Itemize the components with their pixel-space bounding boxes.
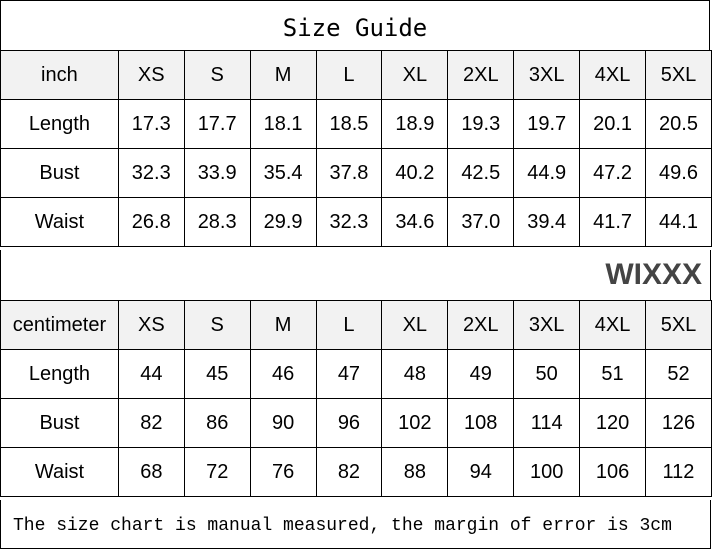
measure-value: 28.3 bbox=[183, 197, 251, 247]
spacer-row bbox=[0, 250, 711, 300]
size-header: 4XL bbox=[579, 300, 646, 350]
measure-value: 39.4 bbox=[513, 197, 581, 247]
measure-value: 44 bbox=[117, 349, 185, 399]
measure-value: 126 bbox=[645, 398, 712, 448]
size-header: XS bbox=[117, 300, 185, 350]
measure-value: 37.0 bbox=[447, 197, 515, 247]
measure-value: 29.9 bbox=[249, 197, 317, 247]
measure-value: 86 bbox=[183, 398, 251, 448]
measure-value: 48 bbox=[381, 349, 449, 399]
size-header: M bbox=[249, 50, 317, 100]
size-header: XL bbox=[381, 50, 449, 100]
size-header: M bbox=[249, 300, 317, 350]
measure-value: 44.1 bbox=[645, 197, 712, 247]
table-row: Bust 32.3 33.9 35.4 37.8 40.2 42.5 44.9 47.2 49.6 bbox=[0, 148, 712, 198]
table-row: Waist 68 72 76 82 88 94 100 106 112 bbox=[0, 447, 712, 497]
table-row: Bust 82 86 90 96 102 108 114 120 126 bbox=[0, 398, 712, 448]
unit-label: centimeter bbox=[0, 300, 119, 350]
measure-value: 34.6 bbox=[381, 197, 449, 247]
measure-label: Bust bbox=[0, 148, 119, 198]
size-header: 5XL bbox=[645, 50, 712, 100]
measure-value: 51 bbox=[579, 349, 646, 399]
measure-value: 100 bbox=[513, 447, 581, 497]
size-header: 2XL bbox=[447, 50, 515, 100]
header-row: inch XS S M L XL 2XL 3XL 4XL 5XL bbox=[0, 50, 712, 100]
measure-value: 40.2 bbox=[381, 148, 449, 198]
measure-label: Bust bbox=[0, 398, 119, 448]
measure-label: Length bbox=[0, 349, 119, 399]
measure-value: 18.1 bbox=[249, 99, 317, 149]
measure-label: Waist bbox=[0, 447, 119, 497]
measure-label: Length bbox=[0, 99, 119, 149]
measure-value: 68 bbox=[117, 447, 185, 497]
measure-value: 82 bbox=[315, 447, 383, 497]
table-row: Length 17.3 17.7 18.1 18.5 18.9 19.3 19.7 20.1 20… bbox=[0, 99, 712, 149]
measure-value: 76 bbox=[249, 447, 317, 497]
measure-value: 47 bbox=[315, 349, 383, 399]
measure-value: 33.9 bbox=[183, 148, 251, 198]
measure-value: 17.7 bbox=[183, 99, 251, 149]
measure-value: 41.7 bbox=[579, 197, 647, 247]
measure-value: 46 bbox=[249, 349, 317, 399]
header-row: centimeter XS S M L XL 2XL 3XL 4XL 5XL bbox=[0, 300, 712, 350]
size-header: S bbox=[183, 300, 251, 350]
size-header: XS bbox=[117, 50, 185, 100]
measure-value: 45 bbox=[183, 349, 251, 399]
measure-value: 47.2 bbox=[579, 148, 647, 198]
measure-value: 49.6 bbox=[645, 148, 712, 198]
size-header: 3XL bbox=[513, 50, 581, 100]
table-row: Waist 26.8 28.3 29.9 32.3 34.6 37.0 39.4 41.7 44.… bbox=[0, 197, 712, 247]
size-header: L bbox=[315, 50, 383, 100]
measure-value: 20.1 bbox=[579, 99, 647, 149]
measure-value: 52 bbox=[645, 349, 712, 399]
measure-value: 32.3 bbox=[117, 148, 185, 198]
measure-value: 72 bbox=[183, 447, 251, 497]
measure-value: 49 bbox=[447, 349, 515, 399]
measure-value: 18.9 bbox=[381, 99, 449, 149]
measure-value: 114 bbox=[513, 398, 581, 448]
size-header: S bbox=[183, 50, 251, 100]
size-header: L bbox=[315, 300, 383, 350]
measure-value: 37.8 bbox=[315, 148, 383, 198]
measure-value: 94 bbox=[447, 447, 515, 497]
page-title: Size Guide bbox=[0, 0, 710, 50]
size-header: 3XL bbox=[513, 300, 581, 350]
measure-value: 102 bbox=[381, 398, 449, 448]
measure-value: 35.4 bbox=[249, 148, 317, 198]
measure-value: 32.3 bbox=[315, 197, 383, 247]
size-header: XL bbox=[381, 300, 449, 350]
measure-value: 112 bbox=[645, 447, 712, 497]
measure-value: 26.8 bbox=[117, 197, 185, 247]
measure-value: 90 bbox=[249, 398, 317, 448]
measure-value: 88 bbox=[381, 447, 449, 497]
footer-note: The size chart is manual measured, the m… bbox=[0, 500, 711, 549]
unit-label: inch bbox=[0, 50, 119, 100]
measure-value: 50 bbox=[513, 349, 581, 399]
size-header: 5XL bbox=[645, 300, 712, 350]
measure-value: 20.5 bbox=[645, 99, 712, 149]
size-header: 2XL bbox=[447, 300, 515, 350]
measure-value: 108 bbox=[447, 398, 515, 448]
measure-value: 19.3 bbox=[447, 99, 515, 149]
measure-label: Waist bbox=[0, 197, 119, 247]
watermark: WIXXX bbox=[605, 258, 702, 291]
measure-value: 82 bbox=[117, 398, 185, 448]
table-row: Length 44 45 46 47 48 49 50 51 52 bbox=[0, 349, 712, 399]
measure-value: 96 bbox=[315, 398, 383, 448]
centimeter-table: centimeter XS S M L XL 2XL 3XL 4XL 5XL Length 44 45 4… bbox=[0, 300, 712, 497]
measure-value: 17.3 bbox=[117, 99, 185, 149]
measure-value: 44.9 bbox=[513, 148, 581, 198]
measure-value: 19.7 bbox=[513, 99, 581, 149]
size-header: 4XL bbox=[579, 50, 647, 100]
measure-value: 18.5 bbox=[315, 99, 383, 149]
inch-table: inch XS S M L XL 2XL 3XL 4XL 5XL Length 17.3 17.7 18.… bbox=[0, 50, 712, 247]
measure-value: 120 bbox=[579, 398, 646, 448]
measure-value: 42.5 bbox=[447, 148, 515, 198]
measure-value: 106 bbox=[579, 447, 646, 497]
